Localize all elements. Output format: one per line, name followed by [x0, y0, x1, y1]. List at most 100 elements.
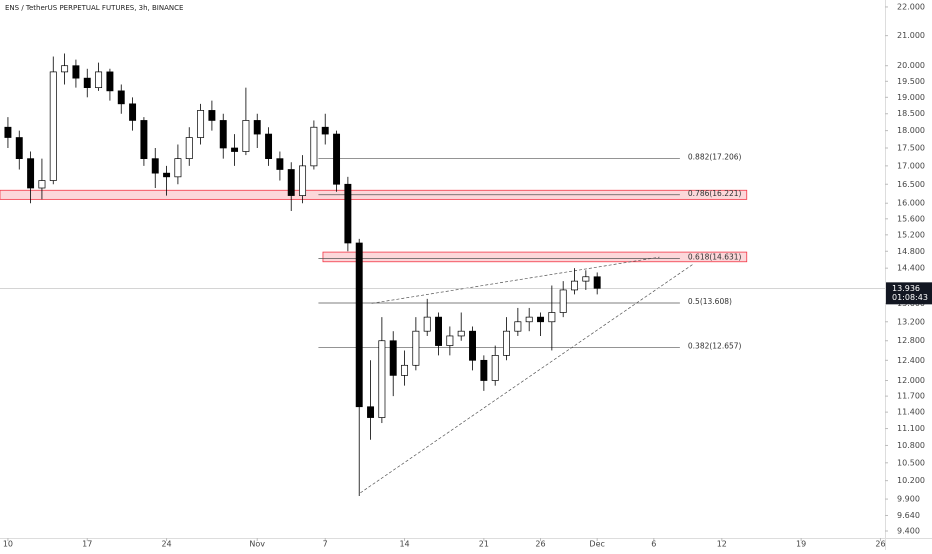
candle-body: [355, 242, 363, 408]
candle-body: [299, 165, 307, 196]
y-tick-label: 9.400: [897, 527, 920, 536]
y-tick-label: 17.000: [897, 161, 925, 170]
candle-body: [344, 183, 352, 244]
candle-body: [219, 120, 227, 149]
y-tick-label: 14.800: [897, 247, 925, 256]
candle-body: [321, 126, 329, 135]
y-tick-label: 12.000: [897, 376, 925, 385]
candle-body: [117, 90, 125, 105]
candle-body: [457, 330, 465, 337]
candle-body: [174, 158, 182, 178]
x-tick-label: 26: [535, 540, 545, 549]
fib-label: 0.5(13.608): [688, 297, 732, 306]
candle-body: [72, 65, 80, 79]
candle-body: [265, 133, 273, 160]
candle-body: [129, 103, 137, 121]
candle-body: [163, 172, 171, 178]
x-tick-label: 24: [161, 540, 171, 549]
candle-body: [412, 330, 420, 366]
candle-body: [378, 340, 386, 418]
y-tick-label: 12.800: [897, 336, 925, 345]
x-tick-label: 19: [796, 540, 806, 549]
y-tick-label: 19.000: [897, 93, 925, 102]
y-tick-label: 10.200: [897, 476, 925, 485]
candle-body: [525, 316, 533, 323]
fib-label: 0.786(16.221): [688, 189, 742, 198]
x-tick-label: Nov: [249, 540, 265, 549]
y-tick-label: 20.000: [897, 61, 925, 70]
candle-body: [367, 406, 375, 418]
y-tick-label: 21.000: [897, 31, 925, 40]
candle-body: [593, 276, 601, 289]
candle-body: [446, 335, 454, 346]
y-tick-label: 22.000: [897, 2, 925, 11]
x-tick-label: 14: [399, 540, 409, 549]
candle-body: [151, 158, 159, 174]
y-tick-label: 13.200: [897, 317, 925, 326]
candle-body: [106, 71, 114, 92]
x-tick-label: 21: [479, 540, 489, 549]
candle-body: [253, 120, 261, 135]
y-tick-label: 12.400: [897, 356, 925, 365]
candle-body: [27, 158, 35, 189]
fib-label: 0.882(17.206): [688, 152, 742, 161]
y-tick-label: 11.700: [897, 392, 925, 401]
x-tick-label: 6: [651, 540, 656, 549]
fib-label: 0.618(14.631): [688, 252, 742, 261]
candle-body: [401, 364, 409, 376]
y-tick-label: 11.100: [897, 424, 925, 433]
candle-body: [276, 158, 284, 170]
y-tick-label: 15.600: [897, 214, 925, 223]
candle-body: [231, 147, 239, 152]
trendline: [371, 256, 660, 304]
candle-body: [582, 276, 590, 282]
candle-body: [95, 71, 103, 89]
candle-body: [197, 110, 205, 138]
y-tick-label: 9.900: [897, 495, 920, 504]
price-tag-value: 13.936: [892, 284, 920, 293]
y-tick-label: 16.000: [897, 199, 925, 208]
candle-body: [83, 77, 91, 89]
x-tick-label: 26: [875, 540, 885, 549]
candle-body: [423, 316, 431, 332]
candle-body: [4, 126, 12, 138]
candle-body: [310, 126, 318, 167]
y-tick-label: 9.640: [897, 511, 920, 520]
candle-body: [287, 169, 295, 196]
y-tick-label: 18.000: [897, 126, 925, 135]
candle-body: [491, 355, 499, 381]
y-tick-label: 10.800: [897, 441, 925, 450]
candle-body: [242, 120, 250, 152]
candle-body: [571, 280, 578, 291]
fib-label: 0.382(12.657): [688, 342, 742, 351]
candle-body: [38, 180, 46, 189]
candle-body: [503, 330, 510, 356]
y-tick-label: 11.400: [897, 408, 925, 417]
y-tick-label: 19.500: [897, 77, 925, 86]
candle-body: [514, 321, 522, 332]
trendline: [360, 263, 694, 494]
price-tag: [886, 282, 932, 305]
y-tick-label: 16.500: [897, 180, 925, 189]
candle-body: [469, 330, 476, 361]
x-tick-label: 10: [3, 540, 13, 549]
x-tick-label: 7: [323, 540, 328, 549]
y-tick-label: 14.400: [897, 264, 925, 273]
y-tick-label: 15.200: [897, 230, 925, 239]
candle-body: [480, 359, 488, 381]
candle-body: [15, 137, 23, 160]
candle-body: [333, 133, 341, 185]
price-tag-countdown: 01:08:43: [892, 293, 928, 302]
y-tick-label: 18.500: [897, 109, 925, 118]
y-tick-label: 17.500: [897, 143, 925, 152]
candle-body: [185, 137, 193, 160]
candle-body: [389, 340, 397, 376]
chart-title: ENS / TetherUS PERPETUAL FUTURES, 3h, BI…: [5, 4, 183, 12]
candle-body: [140, 120, 148, 160]
candle-body: [537, 316, 544, 323]
candle-body: [61, 65, 69, 73]
y-tick-label: 10.500: [897, 458, 925, 467]
zone: [322, 251, 748, 263]
